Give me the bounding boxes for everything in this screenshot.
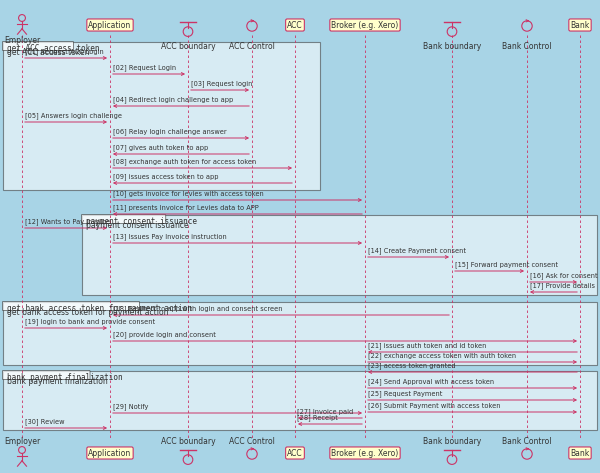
FancyBboxPatch shape <box>2 42 74 51</box>
Text: [08] exchange auth token for access token: [08] exchange auth token for access toke… <box>113 158 256 165</box>
Text: [13] Issues Pay Invoice instruction: [13] Issues Pay Invoice instruction <box>113 233 227 240</box>
Text: [15] Forward payment consent: [15] Forward payment consent <box>455 261 558 268</box>
Text: [01] Request ACC Login: [01] Request ACC Login <box>25 48 104 55</box>
Text: [09] issues access token to app: [09] issues access token to app <box>113 173 218 180</box>
Text: ACC: ACC <box>287 20 303 29</box>
Text: [03] Request login: [03] Request login <box>191 80 253 87</box>
Text: Bank boundary: Bank boundary <box>423 42 481 51</box>
Text: Application: Application <box>88 20 131 29</box>
Text: [19] login to bank and provide consent: [19] login to bank and provide consent <box>25 318 155 325</box>
Text: Bank Control: Bank Control <box>502 42 552 51</box>
Text: [27] Invoice paid: [27] Invoice paid <box>297 408 353 415</box>
Text: payment consent issuance: payment consent issuance <box>86 217 197 226</box>
Text: [11] presents Invoice for Levies data to APP: [11] presents Invoice for Levies data to… <box>113 204 259 211</box>
Bar <box>3 302 597 365</box>
Bar <box>82 215 597 295</box>
Text: [22] exchange access token with auth token: [22] exchange access token with auth tok… <box>368 352 516 359</box>
Text: get ACC access token: get ACC access token <box>7 44 100 53</box>
Text: Bank boundary: Bank boundary <box>423 437 481 446</box>
Text: Bank: Bank <box>571 20 590 29</box>
Text: [21] issues auth token and id token: [21] issues auth token and id token <box>368 342 487 349</box>
FancyBboxPatch shape <box>2 301 139 310</box>
Text: get ACC access token: get ACC access token <box>7 48 89 57</box>
Text: [10] gets invoice for levies with access token: [10] gets invoice for levies with access… <box>113 190 264 197</box>
Text: ACC boundary: ACC boundary <box>161 42 215 51</box>
Text: [05] Answers login challenge: [05] Answers login challenge <box>25 112 122 119</box>
Text: [16] Ask for consent details: [16] Ask for consent details <box>530 272 600 279</box>
Text: ACC Control: ACC Control <box>229 437 275 446</box>
Text: bank payment finalization: bank payment finalization <box>7 377 108 386</box>
Text: [02] Request Login: [02] Request Login <box>113 64 176 71</box>
Text: [14] Create Payment consent: [14] Create Payment consent <box>368 247 466 254</box>
Text: [07] gives auth token to app: [07] gives auth token to app <box>113 144 208 151</box>
FancyBboxPatch shape <box>2 370 90 379</box>
Text: Broker (e.g. Xero): Broker (e.g. Xero) <box>331 20 398 29</box>
Text: [17] Provide details: [17] Provide details <box>530 282 595 289</box>
Text: get bank access token for payment action: get bank access token for payment action <box>7 308 169 317</box>
Text: ACC: ACC <box>287 448 303 457</box>
Text: [25] Request Payment: [25] Request Payment <box>368 390 442 397</box>
Text: Broker (e.g. Xero): Broker (e.g. Xero) <box>331 448 398 457</box>
Text: get bank access token for payment action: get bank access token for payment action <box>7 304 192 313</box>
Text: [20] provide login and consent: [20] provide login and consent <box>113 331 216 338</box>
Text: payment consent issuance: payment consent issuance <box>86 221 188 230</box>
Text: Bank Control: Bank Control <box>502 437 552 446</box>
Text: [24] Send Approval with access token: [24] Send Approval with access token <box>368 378 494 385</box>
Text: ACC boundary: ACC boundary <box>161 437 215 446</box>
Text: Application: Application <box>88 448 131 457</box>
Bar <box>3 371 597 430</box>
Text: Bank: Bank <box>571 448 590 457</box>
Text: bank payment finalization: bank payment finalization <box>7 373 122 382</box>
Text: [26] Submit Payment with access token: [26] Submit Payment with access token <box>368 402 500 409</box>
Text: [12] Wants to Pay Invoice: [12] Wants to Pay Invoice <box>25 218 110 225</box>
Text: Employer: Employer <box>4 36 40 45</box>
Text: ACC Control: ACC Control <box>229 42 275 51</box>
Text: [18] Redirect to app with login and consent screen: [18] Redirect to app with login and cons… <box>113 305 283 312</box>
Text: [30] Review: [30] Review <box>25 418 65 425</box>
Text: [06] Relay login challenge answer: [06] Relay login challenge answer <box>113 128 227 135</box>
Text: Employer: Employer <box>4 437 40 446</box>
FancyBboxPatch shape <box>82 214 166 224</box>
Text: [04] Redirect login challenge to app: [04] Redirect login challenge to app <box>113 96 233 103</box>
Text: [23] access token granted: [23] access token granted <box>368 362 455 369</box>
Bar <box>3 42 320 190</box>
Text: [29] Notify: [29] Notify <box>113 403 148 410</box>
Text: [28] Receipt: [28] Receipt <box>297 414 338 421</box>
